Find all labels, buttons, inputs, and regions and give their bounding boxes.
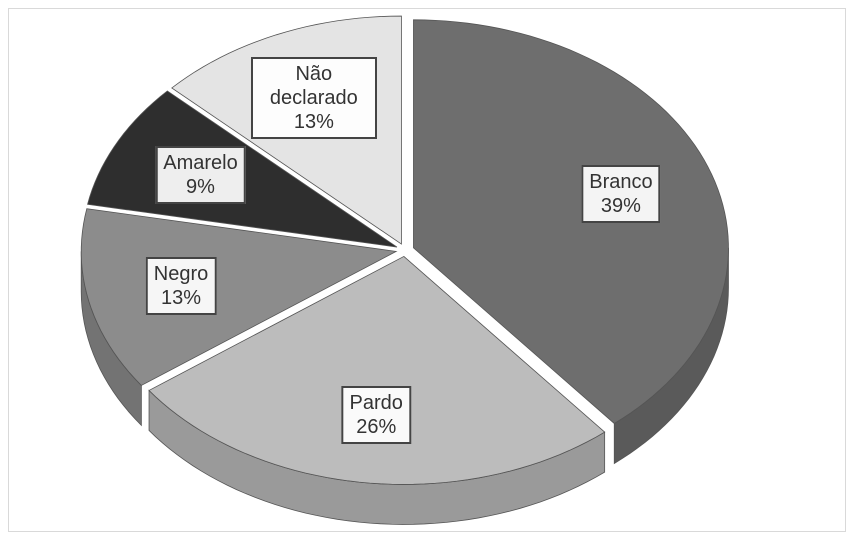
slice [413, 19, 729, 424]
data-label: Branco 39% [581, 164, 661, 223]
slice [148, 255, 606, 485]
data-label: Pardo 26% [341, 385, 411, 444]
data-label: Negro 13% [145, 257, 217, 316]
data-label: Não declarado 13% [250, 56, 377, 139]
value-label: 9% [186, 175, 215, 198]
category-label: Branco [589, 170, 653, 193]
value-label: 13% [160, 287, 202, 310]
value-label: 26% [356, 415, 397, 438]
chart-frame [8, 8, 846, 532]
value-label: 39% [600, 194, 641, 217]
data-label: Amarelo 9% [155, 145, 246, 204]
category-label: Amarelo [163, 151, 238, 174]
slice [80, 208, 398, 386]
category-label: Pardo [349, 391, 403, 414]
value-label: 13% [293, 110, 334, 133]
category-label: Não declarado [269, 62, 358, 109]
category-label: Negro [153, 263, 209, 286]
